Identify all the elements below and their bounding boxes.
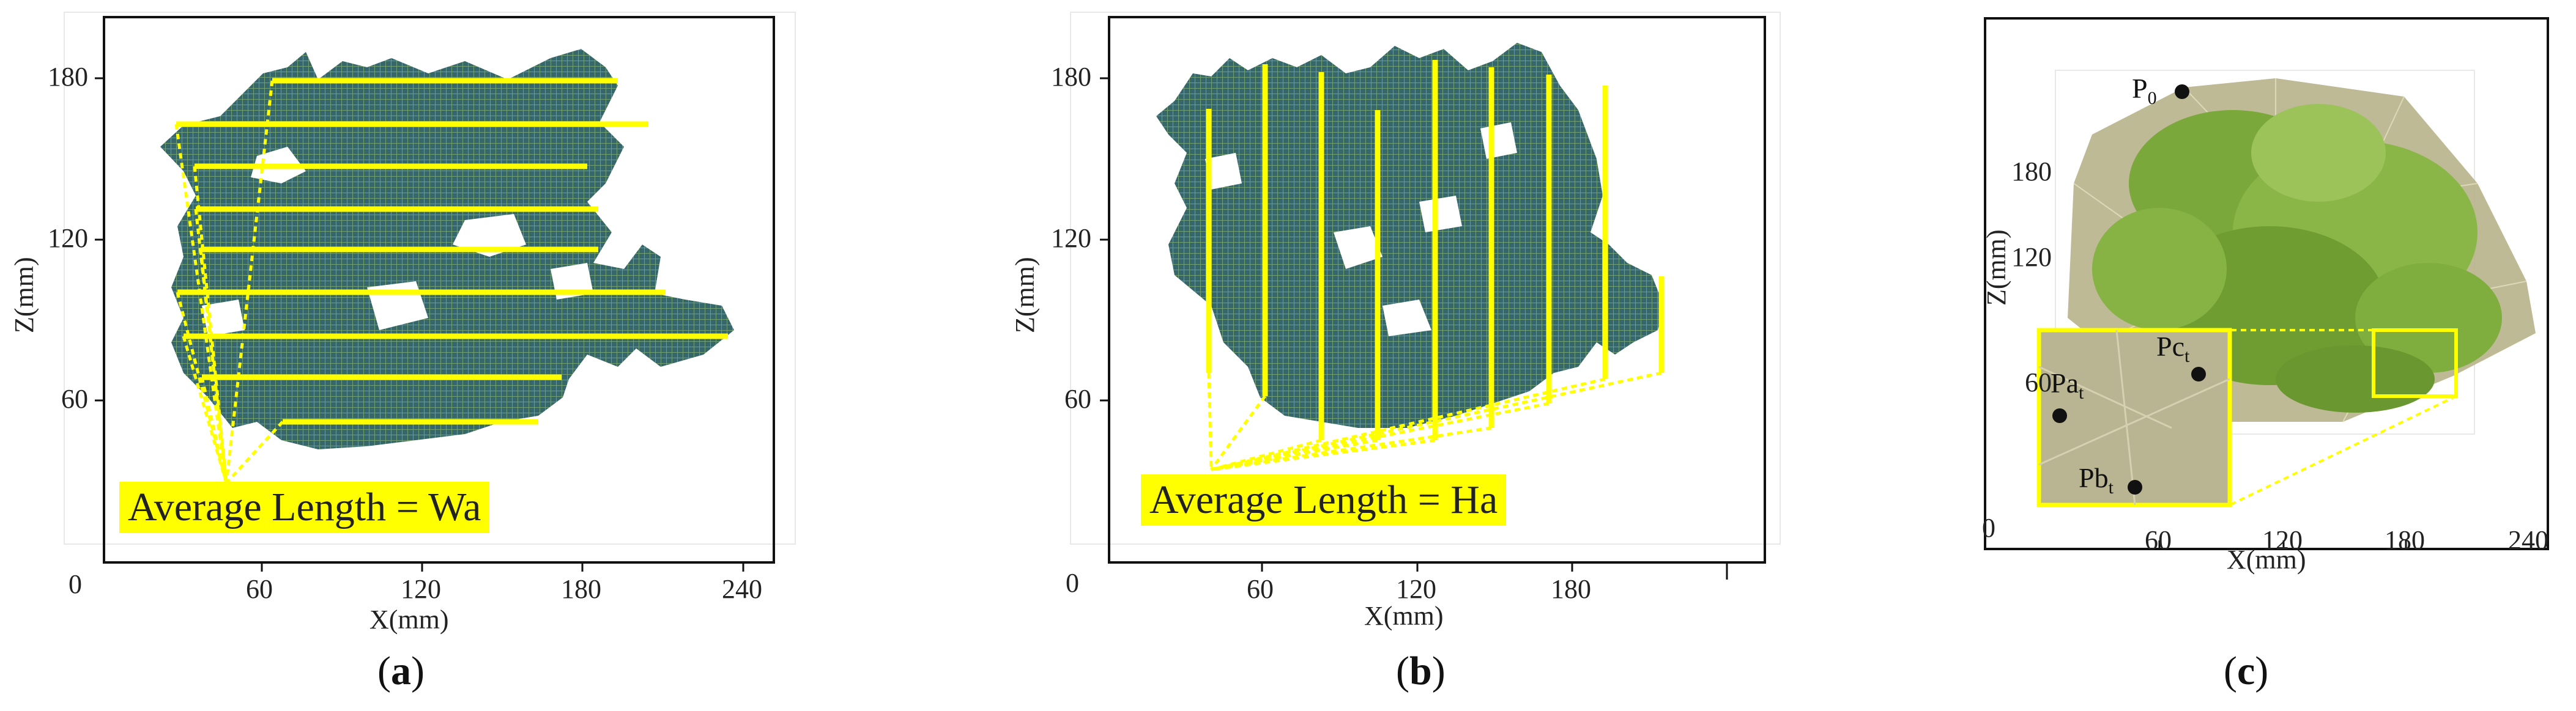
panel-a-plot (64, 12, 796, 572)
y-axis-label: Z(mm) (9, 257, 39, 333)
caption-b: (b) (1396, 649, 1446, 693)
x-ticks (261, 562, 744, 572)
y-axis-label: Z(mm) (1981, 229, 2011, 306)
point-p0 (2175, 84, 2189, 99)
x-tick-120: 120 (2262, 525, 2303, 555)
x-tick-240: 240 (722, 574, 762, 604)
x-tick-120: 120 (1396, 574, 1436, 604)
y-tick-60: 60 (2025, 367, 2052, 397)
x-tick-0: 0 (1066, 568, 1079, 598)
y-tick-180: 180 (48, 62, 88, 92)
leaf-texture (2092, 104, 2502, 413)
x-tick-60: 60 (2145, 525, 2172, 555)
x-tick-60: 60 (1247, 574, 1274, 604)
point-pc (2191, 367, 2206, 381)
outer-frame (1070, 12, 1781, 545)
y-tick-120: 120 (2011, 242, 2052, 272)
outer-frame (64, 12, 796, 545)
panel-a: 0 60 120 180 240 180 120 60 X(mm) Z(mm) … (0, 0, 856, 711)
y-tick-60: 60 (61, 384, 88, 414)
leaf-point-cloud (1156, 43, 1664, 428)
zoom-inset (2036, 328, 2232, 507)
converging-dashes (1207, 371, 1662, 471)
axes-box (1984, 17, 2549, 550)
panel-b: 0 60 120 180 180 120 60 X(mm) Z(mm) Aver… (991, 0, 1847, 711)
y-ticks (95, 77, 104, 402)
leaf-holes (1205, 122, 1517, 336)
converging-dashes (174, 80, 284, 484)
axes-box (1108, 16, 1766, 564)
x-tick-180: 180 (561, 574, 601, 604)
y-tick-120: 120 (48, 223, 88, 253)
x-ticks (2158, 540, 2407, 549)
caption-c: (c) (2224, 649, 2269, 693)
x-tick-0: 0 (1982, 513, 1995, 543)
label-p0: P0 (2132, 73, 2157, 109)
panel-b-plot (1070, 12, 1781, 580)
y-tick-60: 60 (1064, 384, 1091, 414)
y-axis-label: Z(mm) (1010, 257, 1040, 333)
y-tick-180: 180 (2011, 157, 2052, 186)
label-pa: Pat (2051, 367, 2084, 403)
inset-facets (2038, 330, 2230, 506)
x-tick-180: 180 (2385, 525, 2425, 555)
leaf-holes (202, 147, 593, 336)
x-tick-0: 0 (69, 569, 82, 599)
axes-box (103, 16, 775, 564)
y-tick-180: 180 (1051, 62, 1091, 92)
zoom-region (2372, 328, 2458, 398)
average-length-label: Average Length = Wa (119, 482, 490, 533)
x-tick-120: 120 (401, 574, 441, 604)
x-tick-240: 240 (2508, 525, 2548, 555)
x-axis-label: X(mm) (1364, 601, 1444, 631)
label-pc: Pct (2156, 331, 2190, 367)
zoom-connectors (2229, 329, 2457, 506)
x-tick-60: 60 (246, 574, 273, 604)
point-pb (2128, 480, 2142, 495)
y-ticks (1100, 77, 1109, 402)
label-pb: Pbt (2079, 462, 2114, 498)
point-pa (2052, 408, 2067, 423)
panel-c-plot (1984, 17, 2549, 550)
x-tick-180: 180 (1551, 574, 1591, 604)
height-lines (1206, 60, 1665, 440)
y-tick-120: 120 (1051, 223, 1091, 253)
x-axis-label: X(mm) (369, 605, 449, 635)
panel-c: 0 60 120 180 240 180 120 60 X(mm) Z(mm) … (1976, 0, 2576, 711)
x-ticks (1261, 562, 1728, 580)
x-axis-label: X(mm) (2227, 545, 2306, 575)
width-lines (176, 78, 728, 425)
caption-a: (a) (377, 649, 425, 693)
average-length-label: Average Length = Ha (1141, 474, 1507, 526)
